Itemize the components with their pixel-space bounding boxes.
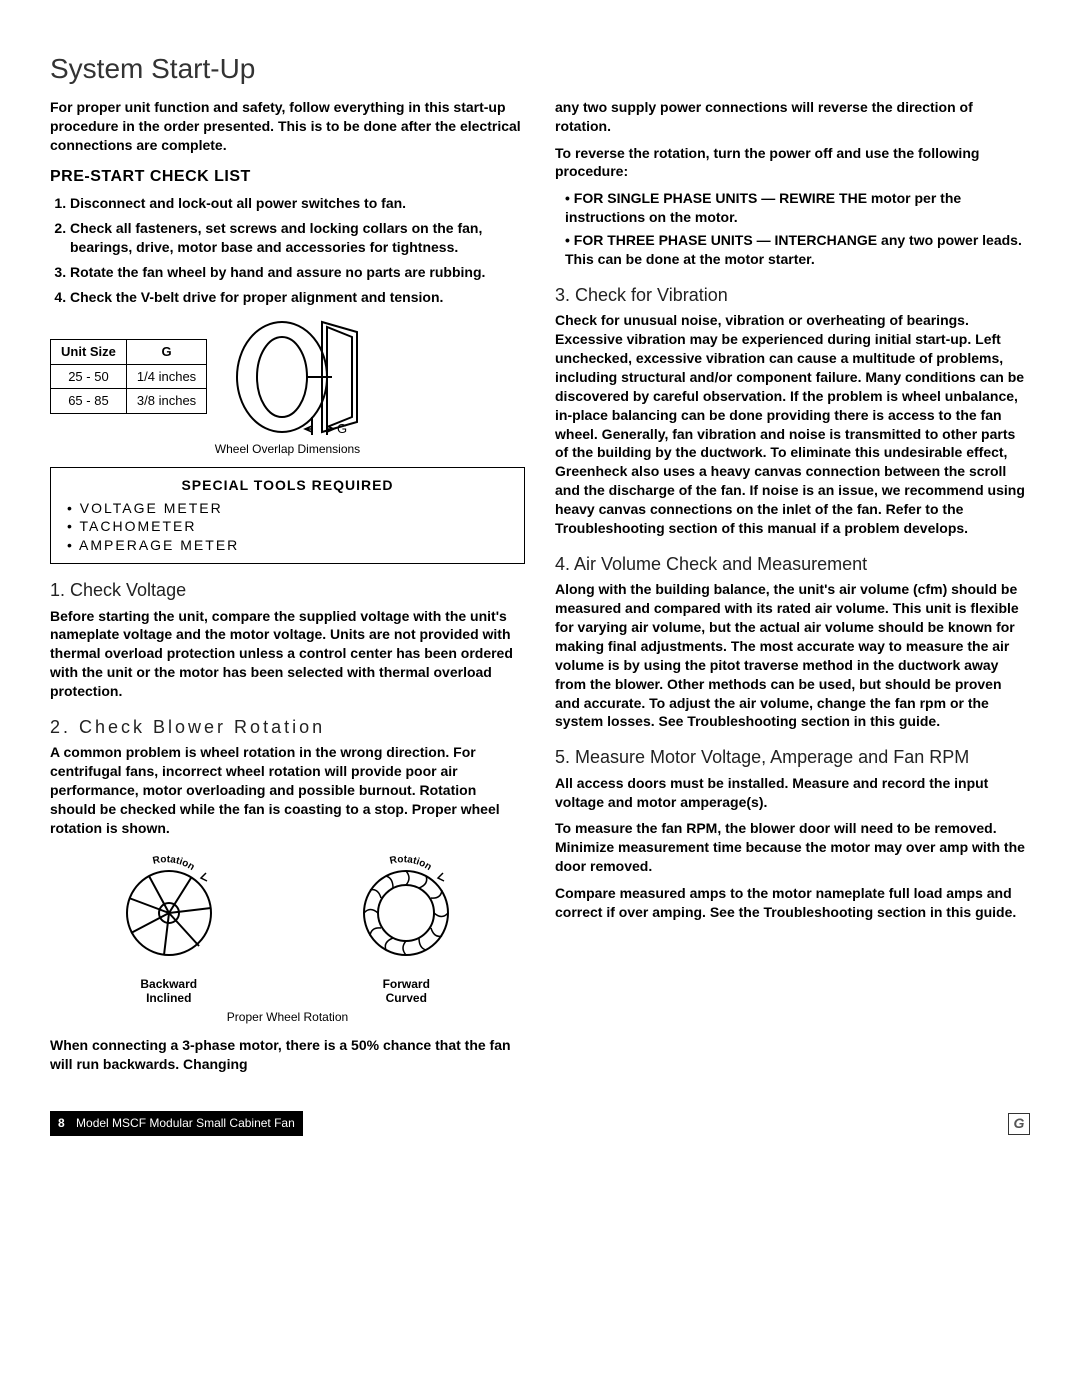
wheel-backward-icon: Rotation: [109, 848, 229, 968]
overlap-table: Unit Size G 25 - 50 1/4 inches 65 - 85 3…: [50, 339, 207, 414]
table-cell: 1/4 inches: [126, 364, 206, 389]
tools-box-heading: SPECIAL TOOLS REQUIRED: [63, 476, 512, 495]
intro-text: For proper unit function and safety, fol…: [50, 98, 525, 155]
wheel-forward: Rotation ForwardCurved: [346, 848, 466, 1006]
section-2-body: A common problem is wheel rotation in th…: [50, 743, 525, 837]
table-cell: 3/8 inches: [126, 389, 206, 414]
pre-start-checklist: Disconnect and lock-out all power switch…: [50, 194, 525, 306]
section-4-body: Along with the building balance, the uni…: [555, 580, 1030, 731]
tools-box: SPECIAL TOOLS REQUIRED VOLTAGE METER TAC…: [50, 467, 525, 565]
table-header: G: [126, 340, 206, 365]
bullet-item: FOR SINGLE PHASE UNITS — REWIRE THE moto…: [565, 189, 1030, 227]
svg-text:Rotation: Rotation: [151, 854, 196, 873]
footer-model: Model MSCF Modular Small Cabinet Fan: [76, 1116, 295, 1130]
two-column-layout: For proper unit function and safety, fol…: [50, 98, 1030, 1082]
col2-top2: To reverse the rotation, turn the power …: [555, 144, 1030, 182]
section-3-heading: 3. Check for Vibration: [555, 283, 1030, 307]
tool-item: AMPERAGE METER: [67, 536, 512, 555]
right-column: any two supply power connections will re…: [555, 98, 1030, 1082]
section-2-heading: 2. Check Blower Rotation: [50, 715, 525, 739]
checklist-item: Disconnect and lock-out all power switch…: [70, 194, 525, 213]
wheel-rotation-row: Rotation BackwardInclined Rotation: [50, 848, 525, 1006]
page-number: 8: [58, 1116, 73, 1130]
footer-logo: G: [1008, 1113, 1030, 1135]
checklist-heading: PRE-START CHECK LIST: [50, 166, 525, 188]
wheel-caption: Proper Wheel Rotation: [50, 1009, 525, 1025]
section-4-heading: 4. Air Volume Check and Measurement: [555, 552, 1030, 576]
overlap-diagram-icon: G: [227, 317, 367, 437]
page-footer: 8 Model MSCF Modular Small Cabinet Fan G: [50, 1111, 1030, 1135]
table-cell: 65 - 85: [51, 389, 127, 414]
wheel-label: Curved: [386, 991, 427, 1005]
section-5-heading: 5. Measure Motor Voltage, Amperage and F…: [555, 745, 1030, 769]
page-title: System Start-Up: [50, 50, 1030, 88]
reverse-rotation-bullets: FOR SINGLE PHASE UNITS — REWIRE THE moto…: [555, 189, 1030, 269]
section-5-body1: All access doors must be installed. Meas…: [555, 774, 1030, 812]
overlap-caption: Wheel Overlap Dimensions: [50, 441, 525, 457]
section-1-heading: 1. Check Voltage: [50, 578, 525, 602]
table-row: 65 - 85 3/8 inches: [51, 389, 207, 414]
wheel-forward-icon: Rotation: [346, 848, 466, 968]
svg-text:Rotation: Rotation: [389, 854, 434, 873]
tool-item: VOLTAGE METER: [67, 499, 512, 518]
section-2-body2: When connecting a 3-phase motor, there i…: [50, 1036, 525, 1074]
col2-top1: any two supply power connections will re…: [555, 98, 1030, 136]
checklist-item: Rotate the fan wheel by hand and assure …: [70, 263, 525, 282]
left-column: For proper unit function and safety, fol…: [50, 98, 525, 1082]
section-3-body: Check for unusual noise, vibration or ov…: [555, 311, 1030, 538]
svg-text:G: G: [337, 421, 347, 436]
section-5-body2: To measure the fan RPM, the blower door …: [555, 819, 1030, 876]
checklist-item: Check all fasteners, set screws and lock…: [70, 219, 525, 257]
table-cell: 25 - 50: [51, 364, 127, 389]
wheel-label: Inclined: [146, 991, 191, 1005]
wheel-label: Forward: [383, 977, 430, 991]
checklist-item: Check the V-belt drive for proper alignm…: [70, 288, 525, 307]
wheel-backward: Rotation BackwardInclined: [109, 848, 229, 1006]
table-row: 25 - 50 1/4 inches: [51, 364, 207, 389]
footer-left: 8 Model MSCF Modular Small Cabinet Fan: [50, 1111, 303, 1135]
wheel-label: Backward: [140, 977, 197, 991]
tool-item: TACHOMETER: [67, 517, 512, 536]
table-header: Unit Size: [51, 340, 127, 365]
bullet-item: FOR THREE PHASE UNITS — INTERCHANGE any …: [565, 231, 1030, 269]
overlap-diagram-row: Unit Size G 25 - 50 1/4 inches 65 - 85 3…: [50, 317, 525, 437]
section-1-body: Before starting the unit, compare the su…: [50, 607, 525, 701]
section-5-body3: Compare measured amps to the motor namep…: [555, 884, 1030, 922]
